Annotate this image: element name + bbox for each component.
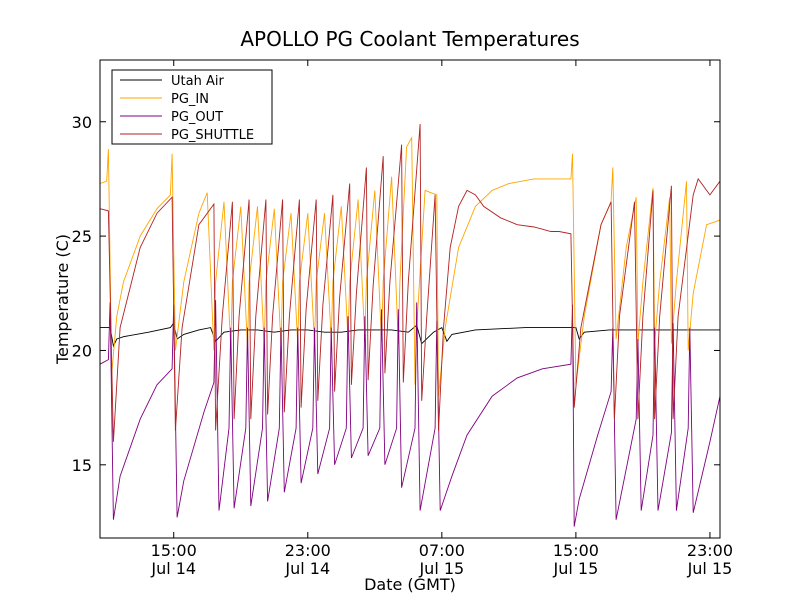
x-axis-label: Date (GMT) — [364, 575, 456, 594]
legend-box — [111, 69, 273, 145]
series-line-pg-in — [99, 136, 721, 397]
legend: Utah Air PG_IN PG_OUT PG_SHUTTLE — [111, 69, 273, 145]
x-tick-label-time: 07:00 — [419, 541, 465, 560]
y-ticks: 15 20 25 30 — [72, 113, 720, 475]
y-tick-label: 25 — [72, 227, 92, 246]
chart-title: APOLLO PG Coolant Temperatures — [240, 27, 579, 51]
series-line-utah-air — [100, 321, 720, 348]
x-tick-label-time: 15:00 — [151, 541, 197, 560]
y-axis-label: Temperature (C) — [53, 234, 72, 365]
x-tick-label-date: Jul 14 — [150, 559, 196, 578]
x-tick-label-date: Jul 15 — [687, 559, 733, 578]
x-tick-label-time: 23:00 — [687, 541, 733, 560]
series-line-pg-shuttle — [99, 123, 721, 442]
series-line-pg-out — [99, 300, 721, 527]
legend-label-utah-air: Utah Air — [171, 74, 224, 89]
legend-label-pg-shuttle: PG_SHUTTLE — [171, 128, 254, 143]
x-tick-label-time: 15:00 — [553, 541, 599, 560]
x-tick-label-time: 23:00 — [285, 541, 331, 560]
plot-frame — [99, 59, 721, 539]
legend-label-pg-out: PG_OUT — [171, 110, 223, 125]
y-tick-label: 20 — [72, 341, 92, 360]
x-tick-label-date: Jul 15 — [553, 559, 599, 578]
x-tick-label-date: Jul 14 — [284, 559, 330, 578]
series-layer — [99, 123, 721, 527]
y-tick-label: 15 — [72, 456, 92, 475]
legend-label-pg-in: PG_IN — [171, 92, 209, 107]
y-tick-label: 30 — [72, 113, 92, 132]
x-tick-label-date: Jul 15 — [418, 559, 464, 578]
